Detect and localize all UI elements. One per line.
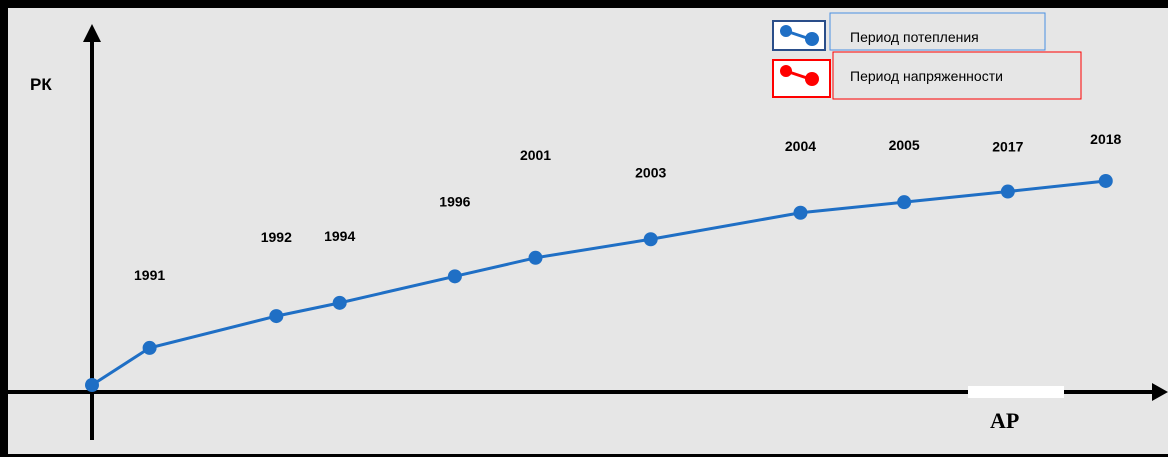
- data-point: [1098, 173, 1113, 188]
- data-point: [269, 309, 284, 324]
- data-point: [85, 378, 99, 392]
- legend-box-2: [832, 51, 1082, 100]
- legend-label-2: Период напряженности: [850, 68, 1003, 84]
- category-label: 1991: [134, 267, 165, 283]
- data-point: [1000, 184, 1015, 199]
- category-label: 1994: [324, 228, 355, 244]
- data-point: [897, 195, 912, 210]
- x-axis-arrow-icon: [1152, 383, 1168, 401]
- legend-label-1: Период потепления: [850, 29, 979, 45]
- legend-dot-2a: [780, 65, 792, 77]
- category-label: 2017: [992, 139, 1023, 155]
- legend-dot-1b: [805, 32, 819, 46]
- data-point: [643, 232, 658, 247]
- x-axis-label-bg: [968, 386, 1064, 398]
- legend-swatch-2: [772, 59, 831, 98]
- y-axis-label: РК: [30, 75, 52, 94]
- series-layer: [85, 173, 1113, 392]
- x-axis-label: АР: [990, 408, 1019, 433]
- data-point: [447, 269, 462, 284]
- category-label: 2005: [889, 137, 920, 153]
- data-point: [528, 250, 543, 265]
- legend-dot-1a: [780, 25, 792, 37]
- data-point: [142, 340, 157, 355]
- category-label: 2003: [635, 164, 666, 180]
- y-axis-arrow-icon: [83, 24, 101, 42]
- legend-box-1: [829, 12, 1046, 51]
- category-label: 2001: [520, 147, 551, 163]
- legend: Период потепления Период напряженности: [772, 12, 1082, 100]
- series-line: [91, 179, 1106, 387]
- category-label: 2018: [1090, 131, 1121, 147]
- data-point: [332, 295, 347, 310]
- category-label: 1992: [261, 229, 292, 245]
- data-point: [793, 205, 808, 220]
- category-label: 1996: [439, 193, 470, 209]
- category-labels: 1991 1992 1994 1996 2001 2003 2004 2005 2017 2018: [134, 131, 1122, 283]
- category-label: 2004: [785, 138, 816, 154]
- legend-dot-2b: [805, 72, 819, 86]
